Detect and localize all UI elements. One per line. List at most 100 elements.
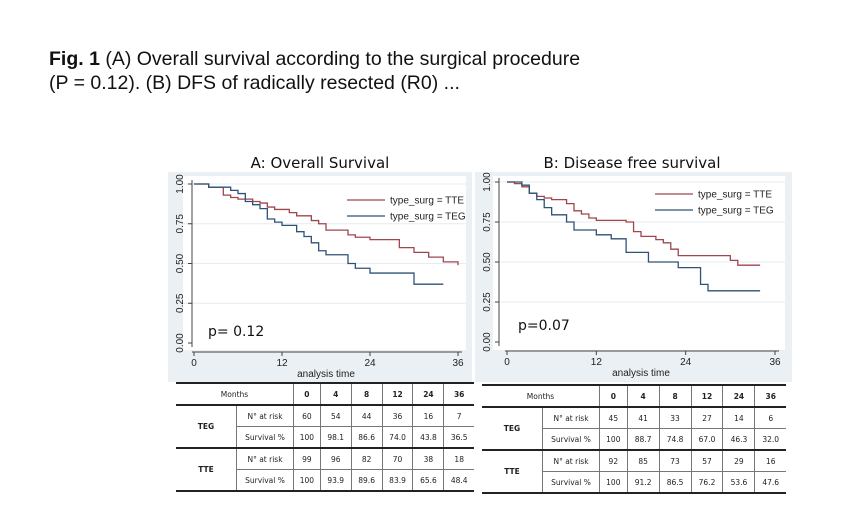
y-tick-label: 0.75: [175, 214, 186, 234]
y-tick-label: 0.00: [482, 332, 493, 352]
panel-a: A: Overall Survival 0.00 0.25 0.50 0.75 1.00 0…: [160, 150, 475, 382]
x-tick-label: 36: [769, 357, 781, 368]
y-tick-label: 0.00: [175, 333, 186, 353]
plot-area: [493, 176, 785, 350]
legend-label-tte: type_surg = TTE: [698, 190, 772, 201]
table-header-row: Months 0 4 8 12 24 36: [482, 385, 786, 408]
table-cell: 74.8: [659, 428, 692, 451]
y-tick-label: 0.75: [482, 212, 493, 232]
month-header-cell: 24: [722, 385, 756, 408]
table-cell: 53.6: [722, 471, 756, 493]
x-tick-label: 0: [504, 357, 510, 368]
table-cell: 46.3: [722, 428, 756, 451]
month-header-cell: 4: [627, 385, 660, 408]
table-cell: 27: [691, 407, 724, 429]
group-label: TEG: [482, 407, 543, 451]
table-cell: 43.8: [412, 426, 445, 449]
table-cell: 92: [599, 450, 628, 472]
table-cell: 33: [659, 407, 692, 429]
table-cell: 41: [627, 407, 660, 429]
caption-line-1: Fig. 1 (A) Overall survival according to…: [49, 47, 580, 71]
row-label: Survival %: [542, 428, 600, 451]
table-cell: 76.2: [691, 471, 724, 493]
table-cell: 16: [754, 450, 786, 472]
x-axis-label: analysis time: [612, 368, 670, 379]
table-row: TTE N° at risk 99 96 82 70 38 18: [176, 448, 474, 491]
row-label: N° at risk: [542, 450, 600, 472]
y-tick-label: 0.25: [175, 293, 186, 313]
chart-title: A: Overall Survival: [251, 154, 390, 172]
table-cell: 38: [412, 448, 445, 470]
table-cell: 91.2: [627, 471, 660, 493]
month-header-cell: 24: [412, 383, 445, 406]
legend-label-teg: type_surg = TEG: [698, 206, 774, 217]
y-tick-label: 1.00: [482, 172, 493, 192]
p-value-annotation: p= 0.12: [208, 324, 264, 340]
table-cell: 14: [722, 407, 756, 429]
row-label: N° at risk: [236, 448, 294, 470]
x-tick-label: 0: [191, 358, 197, 369]
row-label: Survival %: [236, 469, 294, 491]
table-cell: 60: [293, 405, 321, 427]
caption-text-1: (A) Overall survival according to the su…: [99, 48, 581, 70]
table-cell: 86.6: [351, 426, 383, 449]
risk-table-b: Months 0 4 8 12 24 36 TEG N° at risk 45 41 33 27 14 6 S…: [482, 384, 786, 494]
table-cell: 99: [293, 448, 321, 470]
table-row: TTE N° at risk 92 85 73 57 29 16: [482, 450, 786, 493]
month-header-cell: 8: [351, 383, 383, 406]
month-header-cell: 4: [320, 383, 352, 406]
table-row: Survival % 100 98.1 86.6 74.0 43.8 36.5: [176, 426, 474, 449]
table-cell: 47.6: [762, 477, 780, 487]
table-cell: 100: [599, 471, 628, 493]
chart-b-svg: B: Disease free survival 0.00 0.25 0.50 0.75…: [475, 154, 792, 382]
month-header-cell: 8: [659, 385, 692, 408]
row-label: N° at risk: [542, 407, 600, 429]
table-cell: 7: [443, 405, 474, 427]
table-header-row: Months 0 4 8 12 24 36: [176, 383, 474, 406]
table-cell: 36: [382, 405, 414, 427]
x-axis-label: analysis time: [297, 369, 355, 380]
table-row: Survival % 100 91.2 86.5 76.2 53.6 47.6: [482, 471, 786, 493]
month-header-cell: 12: [691, 385, 724, 408]
month-header-cell: 36: [443, 383, 474, 406]
table-row: TEG N° at risk 45 41 33 27 14 6: [482, 407, 786, 451]
km-curve-teg: [194, 183, 444, 285]
table-row: Survival % 100 93.9 89.6 83.9 65.6 48.4: [176, 469, 474, 491]
chart-title: B: Disease free survival: [544, 154, 721, 172]
legend-label-tte: type_surg = TTE: [390, 196, 464, 207]
y-tick-label: 1.00: [175, 174, 186, 194]
table-cell: 74.0: [382, 426, 414, 449]
panel-b: B: Disease free survival 0.00 0.25 0.50 0.75…: [470, 150, 795, 382]
km-curve-teg: [507, 181, 761, 292]
table-cell: 18: [443, 448, 474, 470]
table-cell: 93.9: [320, 469, 352, 491]
table-cell: 82: [351, 448, 383, 470]
table-cell: 57: [691, 450, 724, 472]
table-cell: 29: [722, 450, 756, 472]
month-header-cell: 0: [293, 383, 321, 406]
table-row: Survival % 100 88.7 74.8 67.0 46.3 32.0: [482, 428, 786, 451]
table-cell: 86.5: [659, 471, 692, 493]
table-cell: 83.9: [382, 469, 414, 491]
x-tick-label: 12: [591, 357, 603, 368]
table-cell: 67.0: [691, 428, 724, 451]
chart-a-svg: A: Overall Survival 0.00 0.25 0.50 0.75 1.00 0…: [168, 154, 472, 382]
table-cell: 54: [320, 405, 352, 427]
figure-label: Fig. 1: [49, 48, 100, 70]
caption-line-2: (P = 0.12). (B) DFS of radically resecte…: [49, 72, 460, 94]
y-tick-label: 0.50: [482, 252, 493, 272]
x-tick-label: 36: [452, 358, 464, 369]
table-cell: 70: [382, 448, 414, 470]
figure-caption: Fig. 1 (A) Overall survival according to…: [49, 47, 580, 95]
y-tick-label: 0.50: [175, 253, 186, 273]
group-label: TTE: [482, 450, 543, 493]
row-label: Survival %: [236, 426, 294, 449]
table-cell: 73: [659, 450, 692, 472]
group-label: TTE: [176, 448, 237, 491]
x-tick-label: 24: [364, 358, 376, 369]
table-row: TEG N° at risk 60 54 44 36 16 7: [176, 405, 474, 449]
x-tick-label: 12: [276, 358, 288, 369]
table-cell: 36.5: [443, 426, 474, 449]
table-cell: 98.1: [320, 426, 352, 449]
months-header: Months: [482, 385, 600, 408]
